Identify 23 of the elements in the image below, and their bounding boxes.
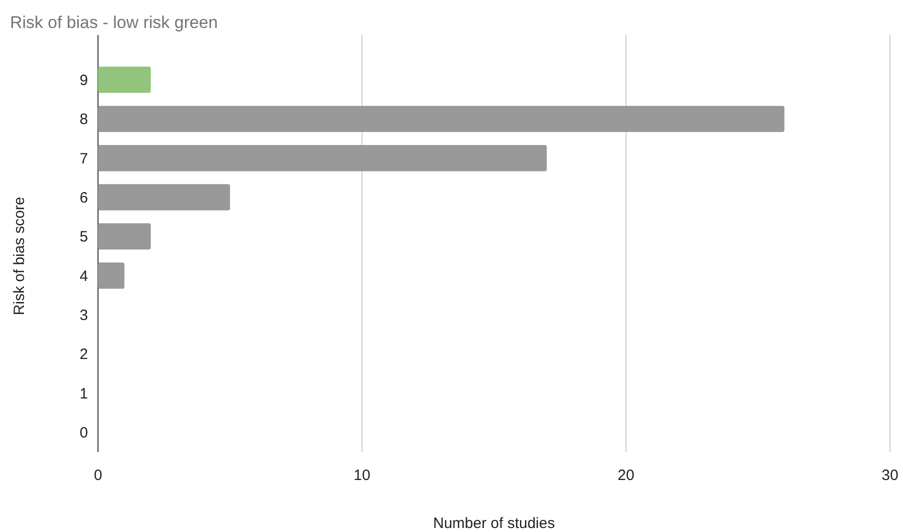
y-tick-label: 4 (80, 268, 88, 285)
y-tick-label: 1 (80, 385, 88, 402)
y-tick-label: 3 (80, 306, 88, 324)
x-tick-label: 20 (618, 467, 634, 484)
y-axis-title: Risk of bias score (11, 196, 28, 316)
x-axis-title: Number of studies (433, 515, 555, 532)
bar (98, 262, 124, 289)
bar (98, 106, 784, 132)
bar (98, 66, 151, 93)
bar (98, 223, 151, 250)
x-tick-label: 10 (354, 467, 370, 484)
x-tick-label: 0 (94, 467, 102, 484)
x-tick-label: 30 (882, 467, 898, 484)
y-tick-label: 6 (80, 190, 88, 207)
bar (98, 184, 230, 210)
y-tick-label: 7 (80, 150, 88, 168)
chart-title: Risk of bias - low risk green (10, 13, 218, 32)
y-tick-label: 5 (80, 228, 88, 246)
y-tick-label: 0 (80, 424, 88, 442)
bar (98, 144, 547, 172)
y-tick-label: 8 (80, 111, 88, 128)
y-tick-label: 2 (80, 346, 88, 364)
y-tick-label: 9 (80, 72, 88, 90)
